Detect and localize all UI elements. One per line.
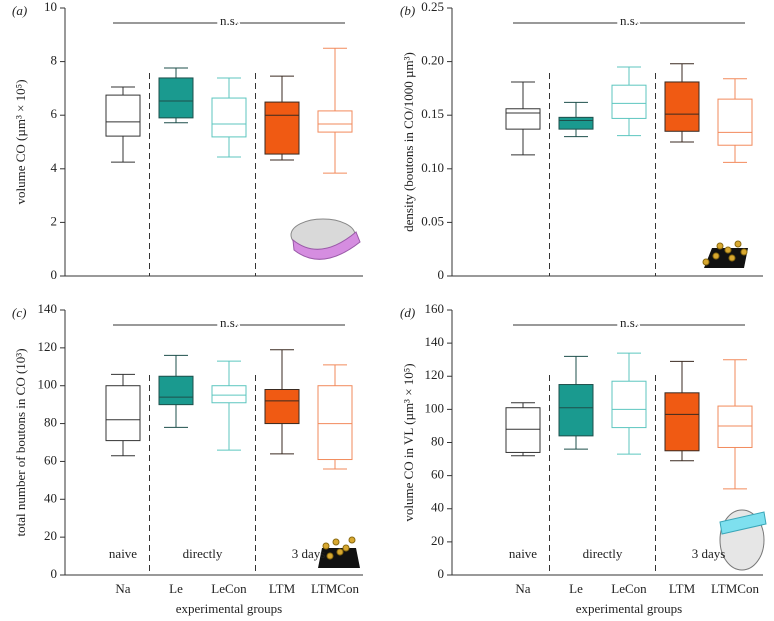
box: [664, 392, 700, 452]
box: [158, 77, 194, 119]
icon-a: [290, 218, 361, 260]
group-label: 3 days: [292, 546, 326, 561]
box: [211, 97, 247, 138]
y-tick-label: 100: [38, 377, 58, 392]
box: [105, 94, 141, 137]
icon-dot: [716, 242, 724, 250]
group-label: directly: [583, 546, 623, 561]
icon-dot: [342, 544, 350, 552]
x-tick-label: Le: [569, 581, 583, 596]
group-label: naive: [509, 546, 537, 561]
y-tick-label: 60: [44, 452, 57, 467]
y-axis-label: volume CO in VL (µm³ × 10⁵): [401, 363, 416, 521]
y-axis-label: density (boutons in CO/1000 µm³): [401, 52, 416, 232]
icon-dot: [336, 548, 344, 556]
box: [611, 84, 647, 119]
y-axis-label: volume CO (µm³ × 10⁵): [13, 79, 28, 204]
group-label: 3 days: [692, 546, 726, 561]
group-label: naive: [109, 546, 137, 561]
annotation: n.s.: [220, 315, 238, 330]
y-tick-label: 0.20: [421, 53, 444, 68]
y-tick-label: 0: [438, 267, 445, 282]
y-axis-label: total number of boutons in CO (10³): [13, 348, 28, 536]
icon-dot: [724, 246, 732, 254]
icon-d: [719, 509, 767, 571]
box: [317, 110, 353, 133]
icon-dot: [728, 254, 736, 262]
x-tick-label: Le: [169, 581, 183, 596]
box: [664, 81, 700, 132]
box: [317, 385, 353, 461]
y-tick-label: 140: [38, 301, 58, 316]
annotation: n.s.: [620, 315, 638, 330]
panel-label: (c): [12, 305, 26, 320]
x-axis-label: experimental groups: [176, 601, 283, 616]
y-tick-label: 80: [44, 415, 57, 430]
y-tick-label: 4: [51, 160, 58, 175]
box: [611, 380, 647, 429]
y-tick-label: 80: [431, 433, 444, 448]
box: [264, 389, 300, 425]
box: [717, 405, 753, 448]
x-tick-label: LTMCon: [711, 581, 759, 596]
x-axis-label: experimental groups: [576, 601, 683, 616]
y-tick-label: 2: [51, 213, 58, 228]
box: [505, 108, 541, 130]
y-tick-label: 0: [51, 566, 58, 581]
y-tick-label: 120: [425, 367, 445, 382]
y-tick-label: 100: [425, 400, 445, 415]
icon-dot: [322, 542, 330, 550]
box: [558, 116, 594, 130]
y-tick-label: 0.10: [421, 160, 444, 175]
box: [105, 385, 141, 442]
y-tick-label: 8: [51, 53, 58, 68]
icon-dot: [702, 258, 710, 266]
icon-dot: [348, 536, 356, 544]
y-tick-label: 0: [438, 566, 445, 581]
x-tick-label: LTM: [269, 581, 296, 596]
y-tick-label: 20: [431, 533, 444, 548]
y-tick-label: 40: [44, 490, 57, 505]
icon-dot: [326, 552, 334, 560]
y-tick-label: 0: [51, 267, 58, 282]
box: [264, 101, 300, 155]
x-tick-label: LeCon: [611, 581, 647, 596]
y-tick-label: 0.15: [421, 106, 444, 121]
annotation: n.s.: [220, 13, 238, 28]
x-tick-label: LTM: [669, 581, 696, 596]
icon-dot: [734, 240, 742, 248]
icon-dot: [712, 252, 720, 260]
y-tick-label: 0.25: [421, 0, 444, 14]
box: [211, 385, 247, 404]
icon-dot: [332, 538, 340, 546]
panel-label: (d): [400, 305, 415, 320]
x-tick-label: Na: [515, 581, 530, 596]
group-label: directly: [183, 546, 223, 561]
y-tick-label: 6: [51, 106, 58, 121]
panel-label: (b): [400, 3, 415, 18]
box: [558, 384, 594, 437]
y-tick-label: 60: [431, 467, 444, 482]
y-tick-label: 20: [44, 528, 57, 543]
y-tick-label: 0.05: [421, 213, 444, 228]
x-tick-label: LeCon: [211, 581, 247, 596]
x-tick-label: LTMCon: [311, 581, 359, 596]
y-tick-label: 120: [38, 339, 58, 354]
y-tick-label: 10: [44, 0, 57, 14]
y-tick-label: 40: [431, 500, 444, 515]
annotation: n.s.: [620, 13, 638, 28]
box: [505, 407, 541, 453]
box: [717, 98, 753, 146]
y-tick-label: 140: [425, 334, 445, 349]
panel-label: (a): [12, 3, 27, 18]
box: [158, 375, 194, 406]
x-tick-label: Na: [115, 581, 130, 596]
y-tick-label: 160: [425, 301, 445, 316]
icon-dot: [740, 248, 748, 256]
